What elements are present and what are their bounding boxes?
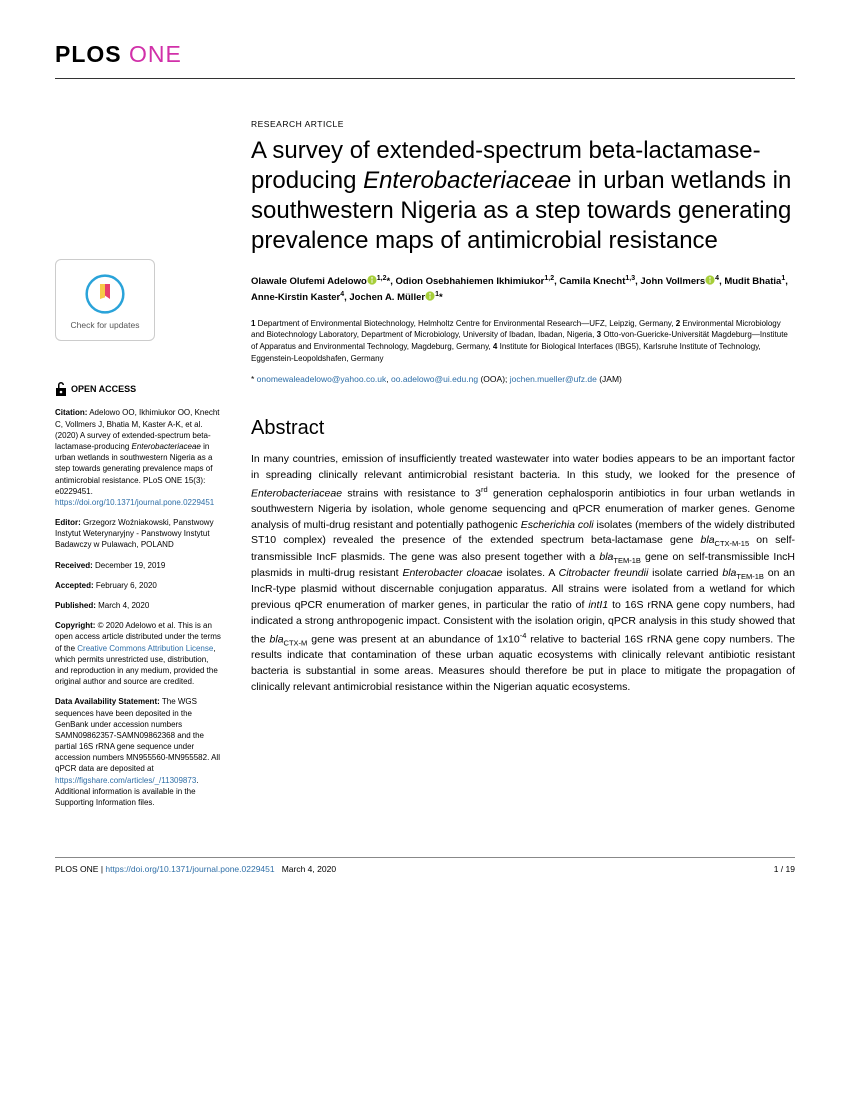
editor-label: Editor: (55, 518, 81, 527)
copyright-block: Copyright: © 2020 Adelowo et al. This is… (55, 620, 223, 687)
footer-doi-link[interactable]: https://doi.org/10.1371/journal.pone.022… (105, 864, 274, 874)
received-block: Received: December 19, 2019 (55, 560, 223, 571)
citation-block: Citation: Adelowo OO, Ikhimiukor OO, Kne… (55, 407, 223, 508)
copyright-text: © 2020 Adelowo et al. This is an open ac… (55, 621, 221, 686)
lock-open-icon (55, 381, 67, 397)
footer-page-number: 1 / 19 (774, 864, 795, 876)
open-access-label: OPEN ACCESS (71, 383, 136, 396)
data-availability-block: Data Availability Statement: The WGS seq… (55, 696, 223, 808)
correspondence: * onomewaleadelowo@yahoo.co.uk, oo.adelo… (251, 374, 795, 386)
main-content: RESEARCH ARTICLE A survey of extended-sp… (251, 119, 795, 817)
check-updates-label: Check for updates (66, 320, 144, 330)
journal-header: PLOS ONE (55, 38, 795, 79)
check-updates-button[interactable]: Check for updates (55, 259, 155, 341)
published-block: Published: March 4, 2020 (55, 600, 223, 611)
abstract-heading: Abstract (251, 414, 795, 442)
journal-title: PLOS ONE (55, 41, 182, 67)
affiliations: 1 Department of Environmental Biotechnol… (251, 318, 795, 364)
authors-list: Olawale Olufemi Adelowo1,2*, Odion Osebh… (251, 274, 795, 306)
page-footer: PLOS ONE | https://doi.org/10.1371/journ… (55, 857, 795, 876)
footer-date: March 4, 2020 (282, 864, 336, 874)
article-title: A survey of extended-spectrum beta-lacta… (251, 136, 795, 256)
journal-name-plos: PLOS (55, 41, 122, 67)
accepted-block: Accepted: February 6, 2020 (55, 580, 223, 591)
article-type: RESEARCH ARTICLE (251, 119, 795, 131)
received-label: Received: (55, 561, 93, 570)
open-access-badge: OPEN ACCESS (55, 381, 223, 397)
data-availability-label: Data Availability Statement: (55, 697, 160, 706)
footer-left: PLOS ONE | https://doi.org/10.1371/journ… (55, 864, 336, 876)
abstract-body: In many countries, emission of insuffici… (251, 452, 795, 696)
journal-name-one: ONE (129, 41, 182, 67)
accepted-label: Accepted: (55, 581, 94, 590)
published-text: March 4, 2020 (98, 601, 149, 610)
citation-text: Adelowo OO, Ikhimiukor OO, Knecht C, Vol… (55, 408, 220, 507)
citation-label: Citation: (55, 408, 87, 417)
footer-journal: PLOS ONE (55, 864, 98, 874)
received-text: December 19, 2019 (95, 561, 165, 570)
editor-block: Editor: Grzegorz Woźniakowski, Panstwowy… (55, 517, 223, 551)
data-availability-text: The WGS sequences have been deposited in… (55, 697, 220, 807)
check-updates-icon (85, 274, 125, 314)
copyright-label: Copyright: (55, 621, 95, 630)
sidebar: Check for updates OPEN ACCESS Citation: … (55, 119, 223, 817)
published-label: Published: (55, 601, 96, 610)
accepted-text: February 6, 2020 (96, 581, 157, 590)
